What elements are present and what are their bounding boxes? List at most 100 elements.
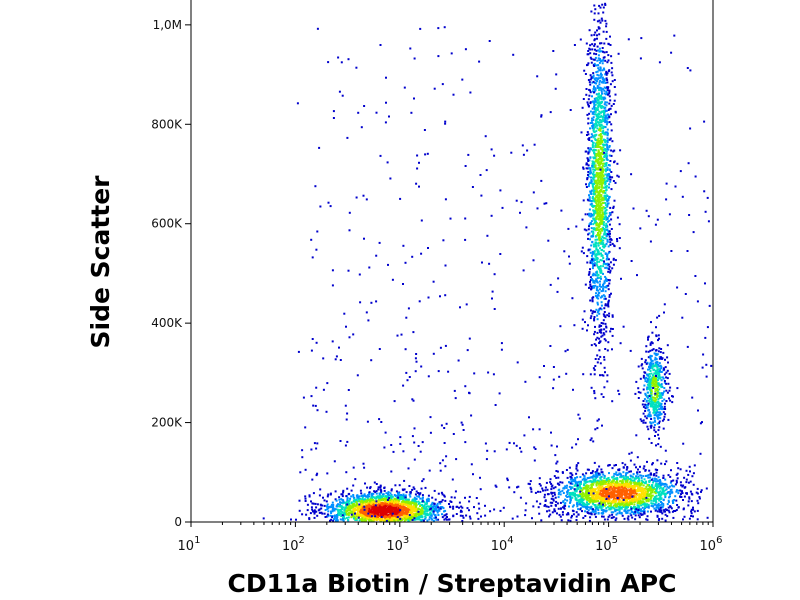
- event-point: [589, 199, 592, 202]
- event-point: [581, 106, 584, 109]
- event-point: [370, 519, 373, 522]
- event-point: [588, 223, 591, 226]
- event-point: [602, 226, 605, 229]
- event-point: [591, 184, 594, 187]
- event-point: [663, 510, 666, 513]
- event-point: [624, 503, 627, 506]
- event-point: [335, 515, 338, 518]
- event-point: [592, 502, 595, 505]
- event-point: [347, 501, 350, 503]
- event-point: [594, 255, 597, 258]
- event-point: [635, 493, 638, 495]
- event-point: [351, 503, 354, 505]
- event-point: [604, 173, 607, 176]
- event-point: [589, 497, 592, 500]
- event-point: [415, 501, 418, 504]
- event-point: [608, 464, 611, 466]
- event-point: [688, 497, 691, 500]
- event-point: [617, 485, 620, 488]
- event-point: [590, 10, 593, 13]
- event-point: [671, 510, 674, 513]
- event-point: [612, 482, 615, 485]
- event-point: [569, 500, 572, 503]
- event-point: [643, 465, 646, 468]
- event-point: [683, 495, 686, 498]
- event-point: [419, 497, 422, 500]
- event-point: [617, 505, 620, 508]
- event-point: [597, 26, 600, 29]
- event-point: [601, 19, 604, 22]
- event-point: [670, 507, 673, 510]
- event-point: [589, 83, 592, 86]
- event-point: [647, 474, 650, 477]
- event-point: [375, 492, 378, 495]
- event-point: [550, 497, 553, 500]
- event-point: [353, 510, 356, 513]
- event-point: [609, 180, 612, 183]
- event-point: [359, 497, 362, 500]
- event-point: [648, 485, 651, 488]
- event-point: [644, 498, 647, 501]
- event-point: [423, 511, 426, 513]
- event-point: [593, 499, 596, 501]
- event-point: [440, 500, 443, 503]
- event-point: [443, 510, 445, 513]
- event-point: [685, 469, 688, 472]
- event-point: [655, 484, 658, 487]
- event-point: [585, 484, 588, 487]
- event-point: [364, 498, 367, 501]
- event-point: [596, 162, 599, 164]
- event-point: [552, 498, 555, 501]
- event-point: [569, 492, 572, 495]
- event-point: [342, 520, 345, 522]
- event-point: [629, 500, 632, 503]
- event-point: [662, 504, 665, 507]
- event-point: [538, 477, 541, 480]
- event-point: [594, 149, 597, 151]
- event-point: [359, 513, 362, 516]
- event-point: [343, 508, 346, 511]
- event-point: [601, 76, 604, 79]
- event-point: [680, 484, 683, 487]
- event-point: [636, 485, 639, 488]
- event-point: [426, 514, 429, 517]
- event-point: [606, 134, 609, 137]
- event-point: [428, 516, 431, 519]
- event-point: [613, 498, 616, 501]
- event-point: [575, 515, 578, 518]
- event-point: [655, 482, 658, 485]
- event-point: [628, 470, 631, 473]
- event-point: [625, 491, 628, 494]
- event-point: [370, 492, 373, 495]
- event-point: [402, 507, 405, 510]
- event-point: [324, 509, 327, 511]
- event-point: [587, 152, 590, 155]
- event-point: [611, 67, 614, 70]
- event-point: [586, 499, 589, 502]
- event-point: [600, 60, 602, 63]
- event-point: [426, 505, 429, 508]
- event-point: [547, 505, 550, 508]
- event-point: [623, 484, 626, 487]
- event-point: [626, 495, 629, 498]
- event-point: [366, 486, 369, 489]
- event-point: [364, 482, 366, 485]
- event-point: [413, 505, 415, 508]
- event-point: [587, 104, 590, 107]
- event-point: [658, 491, 661, 494]
- event-point: [572, 504, 575, 507]
- event-point: [654, 484, 657, 487]
- event-point: [637, 475, 640, 478]
- event-point: [356, 500, 359, 503]
- event-point: [416, 512, 419, 515]
- event-point: [649, 497, 652, 500]
- event-point: [575, 488, 578, 491]
- event-point: [385, 508, 387, 511]
- event-point: [621, 500, 624, 503]
- event-point: [608, 186, 610, 189]
- event-point: [645, 485, 648, 488]
- event-point: [554, 486, 557, 489]
- event-point: [619, 491, 622, 494]
- event-point: [691, 475, 694, 478]
- event-point: [611, 513, 614, 516]
